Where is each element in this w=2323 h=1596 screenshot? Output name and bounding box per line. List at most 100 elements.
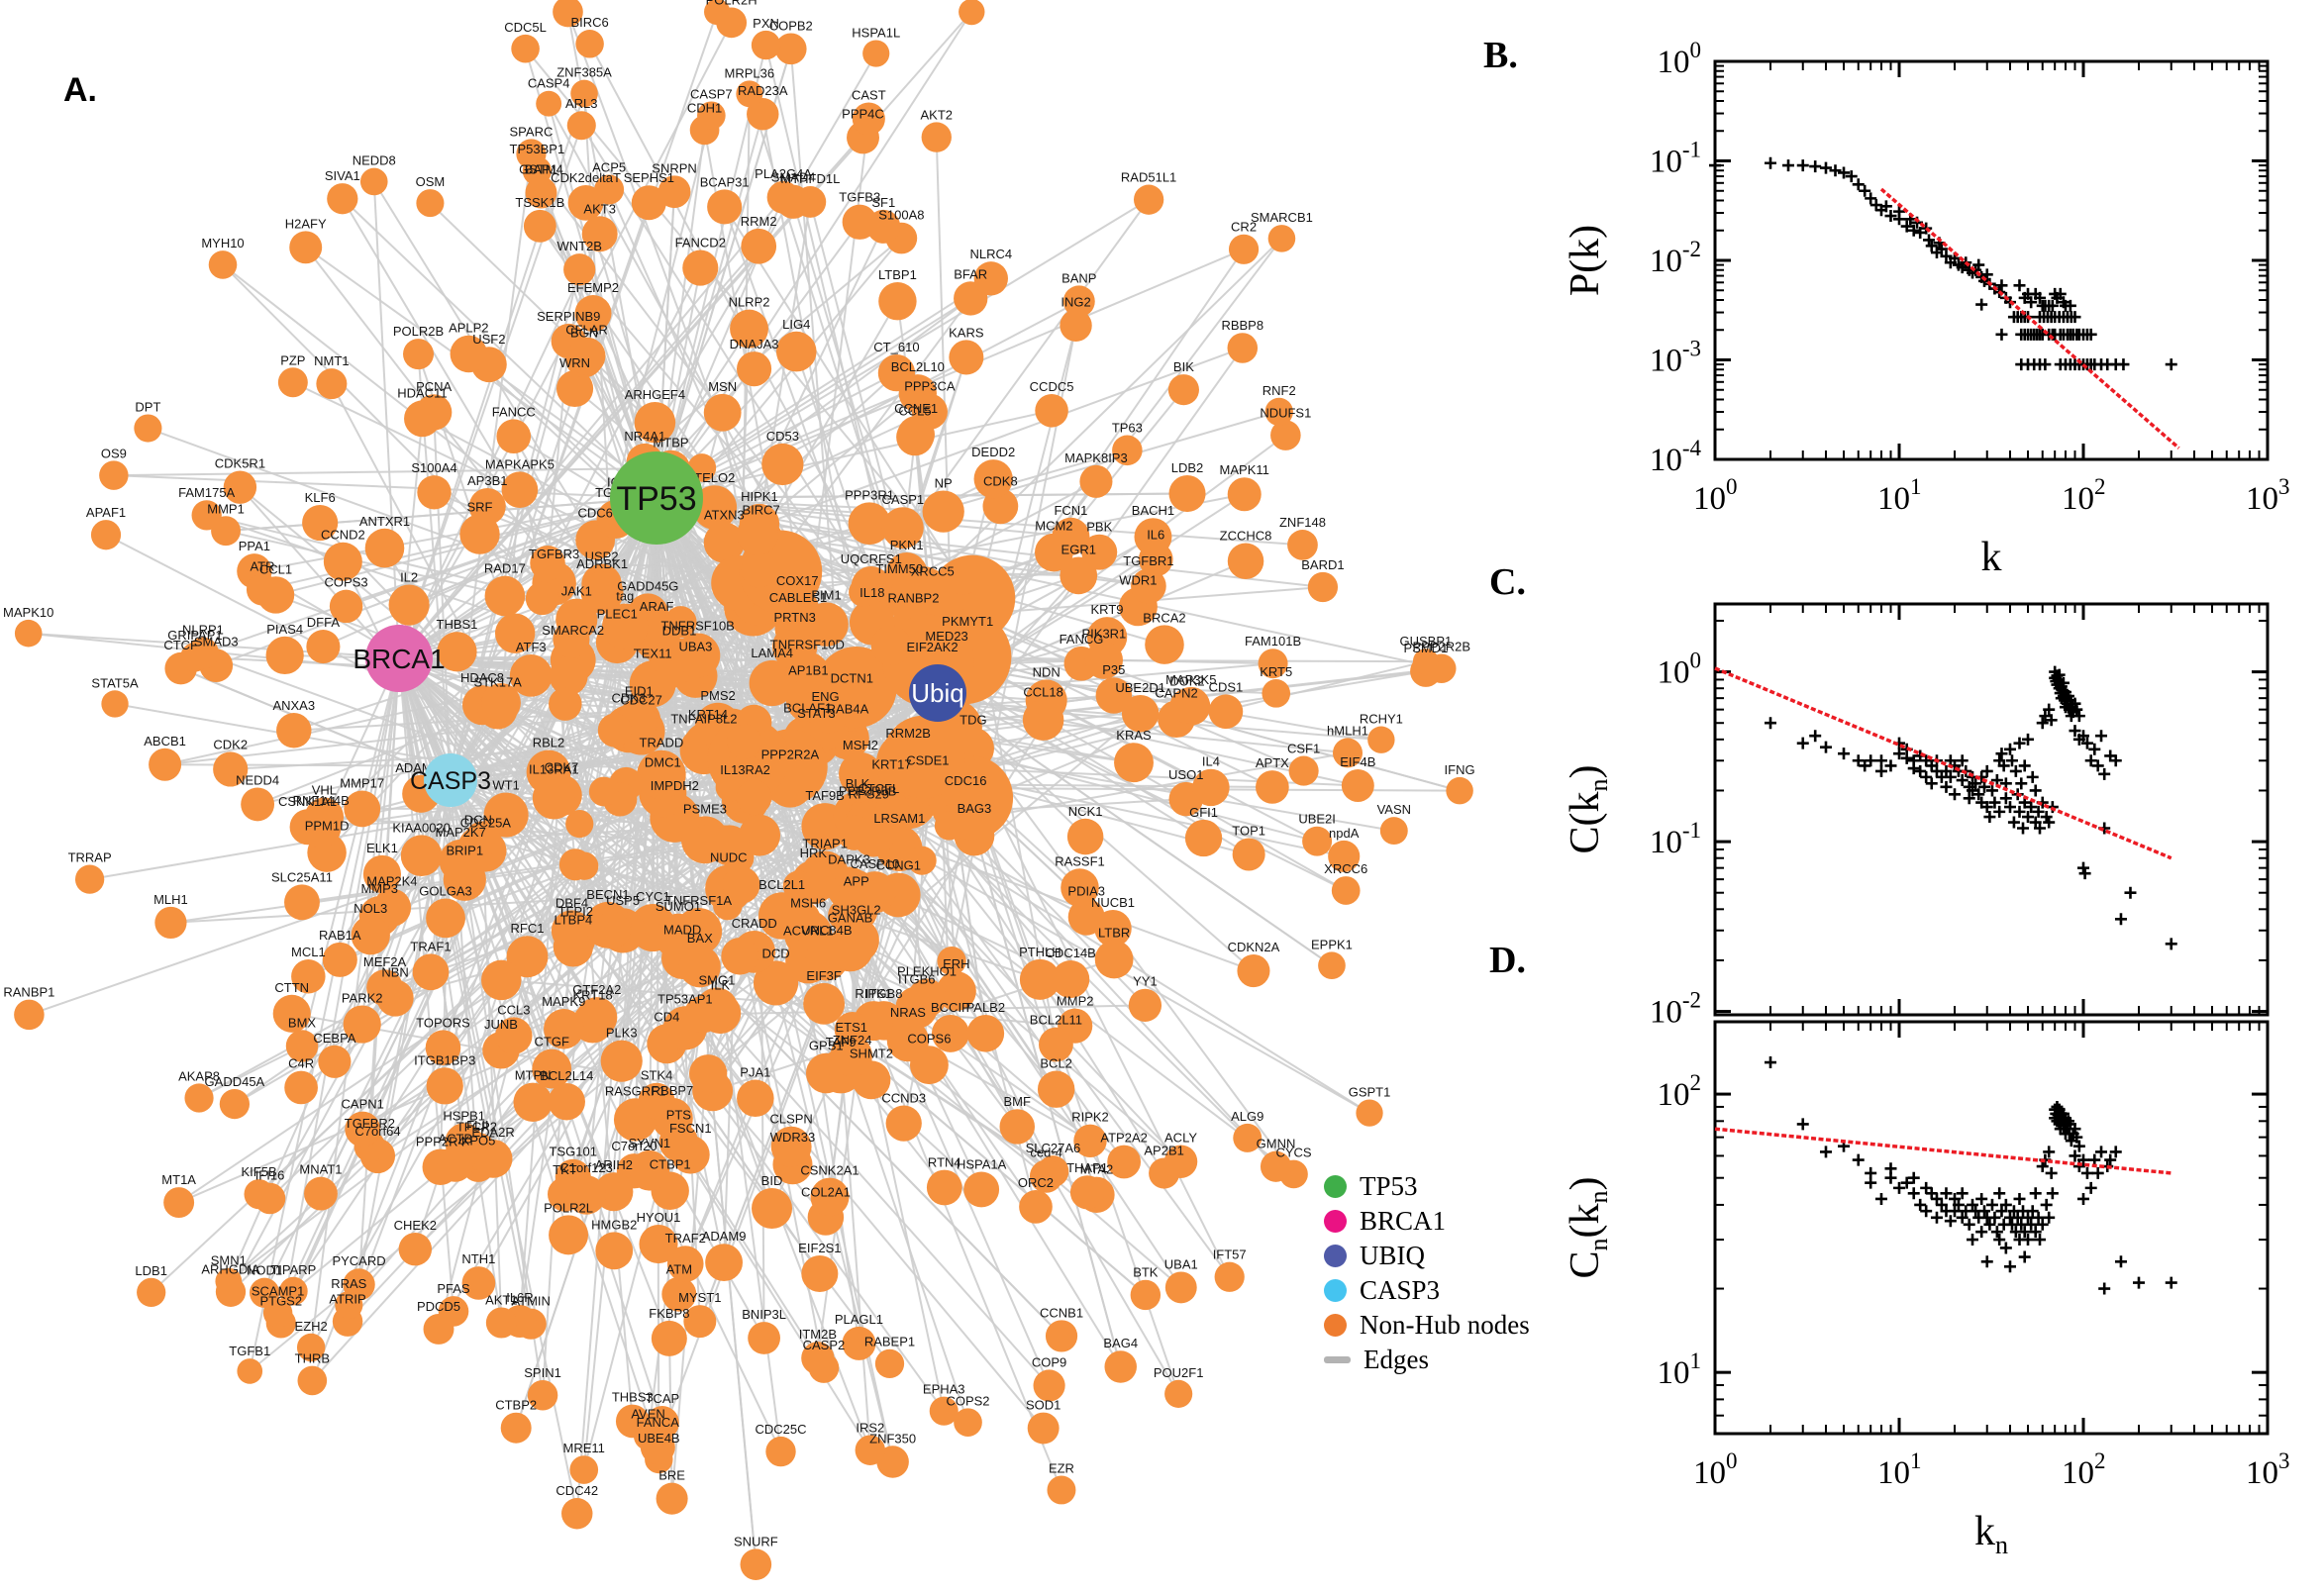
- network-node: [772, 624, 818, 670]
- network-node: [703, 393, 742, 432]
- network-node-label: RAB4A: [827, 702, 869, 717]
- network-node: [1035, 394, 1068, 428]
- network-node: [1107, 1145, 1142, 1179]
- network-node: [437, 632, 477, 672]
- network-node-label: CABLES1: [769, 590, 828, 605]
- network-node-label: TEX11: [634, 646, 672, 660]
- legend-label-edges: Edges: [1364, 1345, 1429, 1374]
- network-node: [219, 1088, 251, 1120]
- network-node-label: EGR1: [1061, 542, 1096, 556]
- network-node-label: TKT: [553, 1162, 577, 1177]
- network-node-label: MED23: [925, 629, 967, 644]
- network-node-label: APTX: [1256, 755, 1289, 770]
- network-node: [830, 1035, 872, 1077]
- network-node-label: BCLAF1: [783, 700, 832, 715]
- network-node: [1333, 738, 1364, 768]
- legend-label-nonhub: Non-Hub nodes: [1360, 1310, 1530, 1340]
- network-node: [931, 1014, 969, 1052]
- network-node-label: CSNK2A1: [800, 1163, 858, 1178]
- network-node-label: CDKN2A: [1228, 940, 1280, 954]
- network-node-label: PLAGL1: [835, 1312, 883, 1327]
- network-node: [1328, 840, 1361, 873]
- network-node-label: TIMM50: [875, 561, 923, 576]
- legend-item-ubiq: UBIQ: [1324, 1239, 1530, 1273]
- nonhub-swatch-icon: [1324, 1314, 1347, 1337]
- network-node: [675, 633, 721, 678]
- network-node: [934, 811, 964, 841]
- network-node-label: MAP2K4: [366, 874, 417, 889]
- network-node-label: MAP2K7: [436, 825, 486, 840]
- network-node: [1192, 768, 1230, 807]
- network-node: [134, 414, 162, 443]
- network-node-label: UQCRFS1: [841, 551, 902, 566]
- network-node-label: MSH2: [843, 738, 878, 752]
- network-node-label: UBA1: [1164, 1256, 1198, 1271]
- network-node-label: COX17: [776, 573, 819, 588]
- network-node-label: XRCC5: [911, 564, 955, 579]
- network-node-label: IFT57: [1213, 1247, 1247, 1262]
- network-node-label: TNFRSF1A: [665, 893, 733, 908]
- network-node: [1267, 225, 1296, 252]
- network-node: [403, 339, 435, 370]
- network-node-label: MT1A: [161, 1172, 196, 1187]
- y-axis-label-d: Cn(kn): [1563, 1176, 1613, 1278]
- network-node: [426, 1067, 463, 1105]
- network-node-label: BGN: [570, 325, 598, 340]
- tick-label: 102: [2062, 474, 2106, 517]
- network-node: [852, 102, 885, 136]
- network-node: [297, 1365, 328, 1396]
- network-node-label: CEBPA: [313, 1031, 355, 1046]
- network-node: [137, 1277, 166, 1308]
- network-node: [581, 216, 618, 252]
- network-node-label: FLII: [466, 1118, 488, 1133]
- network-node: [345, 1111, 381, 1147]
- panel-label-b: B.: [1483, 35, 1518, 76]
- network-node: [291, 959, 326, 994]
- network-node: [658, 1122, 699, 1162]
- network-node-label: DCN: [464, 812, 492, 827]
- network-node: [569, 1455, 599, 1484]
- network-node-label: UBE2I: [1298, 812, 1336, 827]
- network-node: [1208, 694, 1244, 730]
- network-node-label: CAPN2: [1155, 685, 1197, 700]
- network-node-label: PPP2R5B: [839, 783, 897, 798]
- network-node-label: GMNN: [1257, 1137, 1296, 1151]
- network-node: [602, 603, 649, 650]
- network-node: [907, 846, 937, 875]
- network-node-label: NLRC4: [970, 247, 1013, 261]
- network-node: [300, 807, 342, 848]
- network-node-label: ADRBK1: [576, 556, 628, 571]
- network-node: [963, 1171, 1000, 1208]
- network-node: [1288, 755, 1319, 786]
- chart-d: 102 101 100 101 102 103 kn Cn(kn): [1563, 1020, 2290, 1559]
- network-node-label: COL2A1: [801, 1184, 851, 1199]
- network-node: [1232, 838, 1265, 871]
- x-axis-label-d: kn: [1974, 1509, 2008, 1559]
- network-node-label: THRB: [295, 1351, 330, 1366]
- network-node: [751, 30, 781, 60]
- network-node: [14, 619, 43, 648]
- network-node-label: AVEN: [631, 1407, 664, 1422]
- network-node-label: CAST: [852, 87, 886, 102]
- network-node-label: TCAP: [646, 1391, 680, 1406]
- network-node-label: CDC42: [556, 1483, 598, 1498]
- data-points: [1764, 665, 2177, 950]
- network-node: [359, 167, 388, 196]
- network-node: [736, 779, 772, 816]
- network-node: [1302, 826, 1333, 856]
- network-node-label: AKT2: [921, 107, 954, 122]
- network-node-label: EPPK1: [1311, 937, 1353, 951]
- network-node: [1138, 542, 1173, 577]
- network-node: [651, 1320, 687, 1356]
- network-node-label: FANCC: [492, 404, 536, 419]
- network-node-label: MMP3: [360, 881, 398, 896]
- network-node: [213, 751, 249, 787]
- network-node: [678, 946, 721, 988]
- network-node-label: NUDC: [710, 850, 748, 865]
- network-node: [885, 1105, 922, 1142]
- network-node: [774, 33, 807, 65]
- network-node: [782, 870, 814, 902]
- network-node: [889, 565, 954, 631]
- network-node-label: BACH1: [1132, 503, 1174, 518]
- network-node-label: RBBP7: [652, 1083, 694, 1098]
